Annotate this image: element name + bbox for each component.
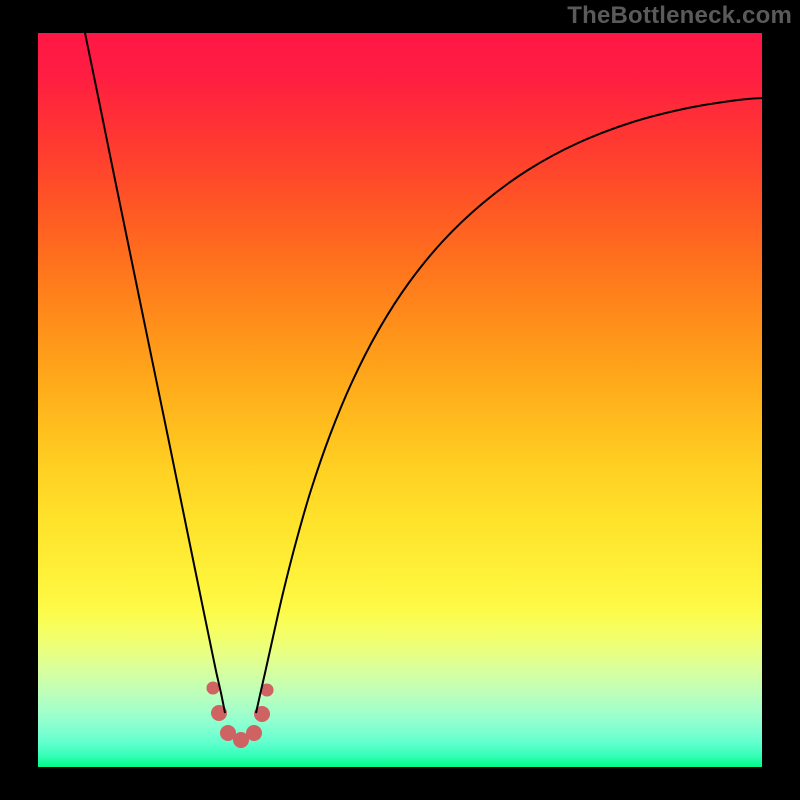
valley-marker-dot	[206, 681, 219, 694]
bottleneck-chart	[0, 0, 800, 800]
valley-marker-dot	[246, 725, 262, 741]
watermark-text: TheBottleneck.com	[567, 2, 792, 30]
gradient-plot-area	[38, 33, 762, 767]
